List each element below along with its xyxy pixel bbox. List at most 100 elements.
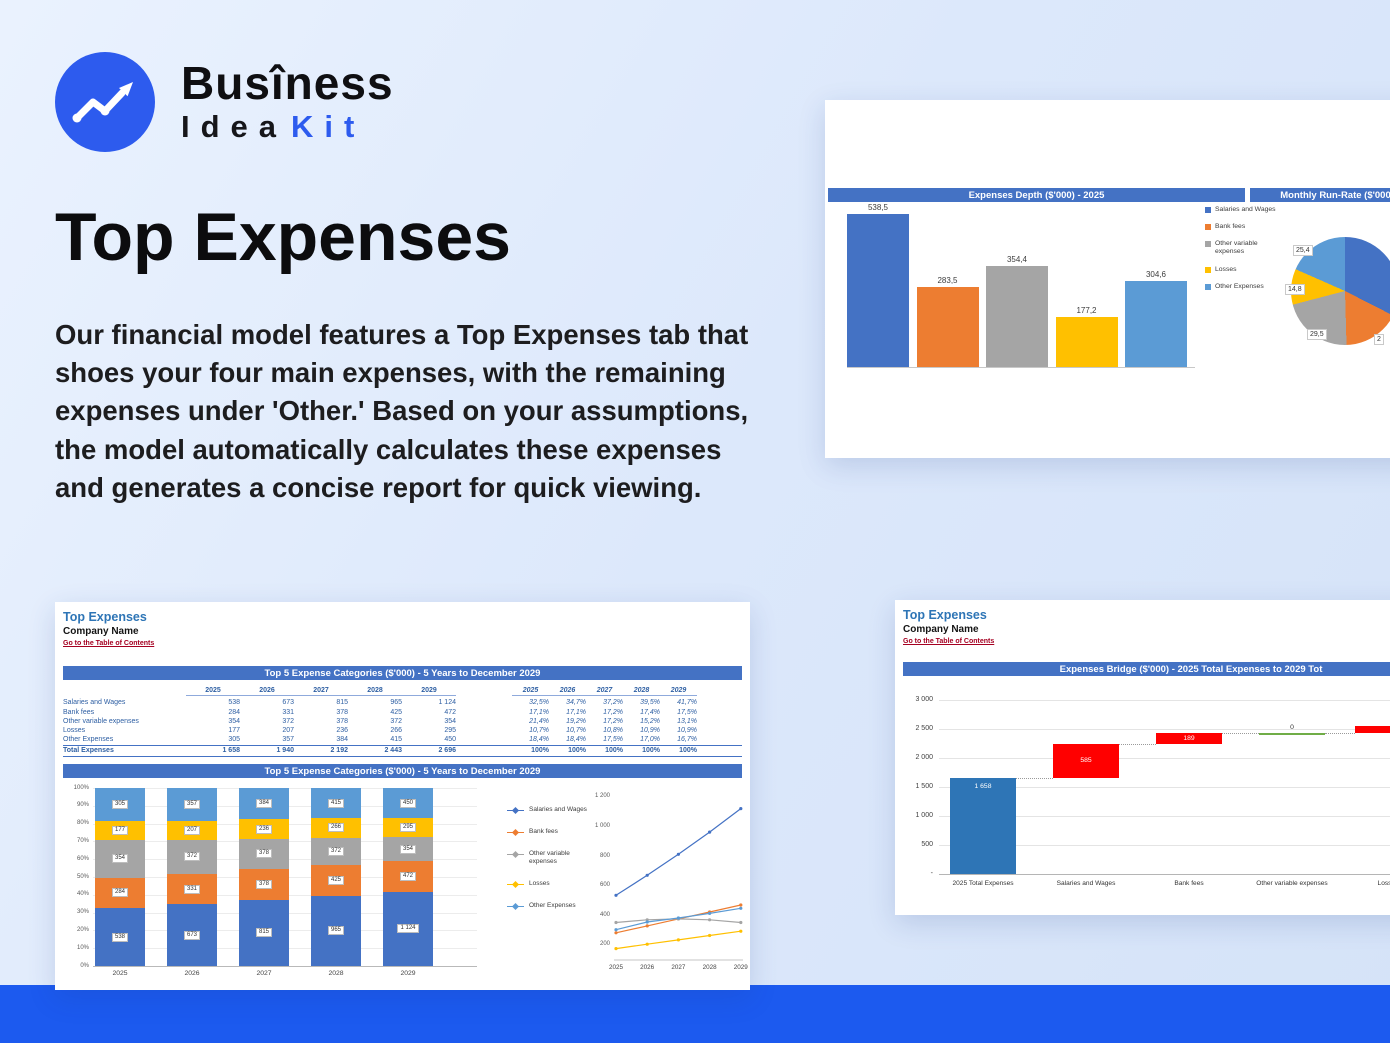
cell-percent: 32,5% bbox=[529, 699, 549, 707]
brand-idea: Idea bbox=[181, 109, 288, 145]
cell-percent: 16,7% bbox=[677, 736, 697, 744]
bar-value-label: 189 bbox=[1183, 734, 1195, 742]
legend-marker-icon bbox=[1205, 283, 1211, 290]
segment-value-label: 965 bbox=[327, 926, 344, 936]
legend-label: Other Expenses bbox=[529, 901, 576, 909]
bar-segment: 378 bbox=[239, 838, 289, 870]
legend-marker-icon bbox=[1205, 207, 1211, 213]
bar-segment: 354 bbox=[95, 839, 145, 878]
row-label: Salaries and Wages bbox=[63, 699, 126, 707]
cell-value: 815 bbox=[336, 699, 348, 707]
row-label: Other Expenses bbox=[63, 736, 114, 744]
table-year-header-row: 2025 2026 2027 2028 2029 2025 2026 2027 2028 2029 bbox=[63, 686, 742, 697]
table-row: Bank fees 284 331 378 425 472 17,1% 17,1% 17,2% 1… bbox=[63, 708, 742, 717]
cell-value: 2 443 bbox=[384, 746, 402, 754]
waterfall-bar bbox=[1355, 726, 1390, 733]
legend-item: Salaries and Wages bbox=[1205, 206, 1281, 214]
year-header: 2026 bbox=[240, 686, 294, 697]
legend-marker-icon bbox=[507, 850, 524, 859]
cell-percent: 100% bbox=[568, 746, 586, 754]
axis-tick-label: 200 bbox=[599, 941, 610, 948]
row-label: Bank fees bbox=[63, 708, 95, 716]
axis-tick-label: 100% bbox=[73, 784, 89, 791]
segment-value-label: 378 bbox=[255, 880, 272, 890]
cell-value: 305 bbox=[228, 736, 240, 744]
year-header: 2028 bbox=[623, 686, 660, 697]
cell-value: 284 bbox=[228, 708, 240, 716]
chart-header: Top 5 Expense Categories ($'000) - 5 Yea… bbox=[63, 764, 742, 778]
bar-segment: 384 bbox=[239, 788, 289, 820]
cell-percent: 17,5% bbox=[603, 736, 623, 744]
table-of-contents-link[interactable]: Go to the Table of Contents bbox=[903, 638, 995, 645]
legend-label: Other Expenses bbox=[1215, 282, 1264, 290]
cell-value: 450 bbox=[444, 736, 456, 744]
cell-value: 384 bbox=[336, 736, 348, 744]
segment-value-label: 472 bbox=[399, 871, 416, 881]
gridline bbox=[939, 787, 1390, 788]
gridline bbox=[939, 729, 1390, 730]
cell-value: 425 bbox=[390, 708, 402, 716]
company-name: Company Name bbox=[903, 624, 979, 635]
cell-value: 331 bbox=[282, 708, 294, 716]
bar-segment: 357 bbox=[167, 787, 217, 821]
bar-segment: 965 bbox=[311, 895, 361, 966]
cell-percent: 10,9% bbox=[640, 727, 660, 735]
axis-tick-label: 70% bbox=[76, 837, 89, 844]
axis-tick-label: 800 bbox=[599, 852, 610, 859]
stacked-bar: 1 124 472 354 295 450 bbox=[383, 788, 433, 966]
table-row: Other variable expenses 354 372 378 372 354 21… bbox=[63, 717, 742, 726]
segment-value-label: 177 bbox=[111, 825, 128, 835]
column-gap bbox=[456, 717, 512, 726]
year-header: 2026 bbox=[549, 686, 586, 697]
axis-tick-label: 90% bbox=[76, 802, 89, 809]
cell-percent: 10,8% bbox=[603, 727, 623, 735]
legend-marker bbox=[511, 806, 520, 815]
year-header: 2029 bbox=[402, 686, 456, 697]
column-gap bbox=[456, 735, 512, 744]
legend-item: Other variable expenses bbox=[507, 850, 589, 866]
axis-tick-label: 2026 bbox=[184, 970, 200, 977]
depth-bar-chart: 538,5 283,5 354,4 177,2 304,6 bbox=[847, 203, 1195, 368]
cell-value: 1 124 bbox=[438, 699, 456, 707]
bar-value-label: 585 bbox=[1080, 757, 1092, 765]
waterfall-bar: 1 658 bbox=[950, 777, 1016, 874]
axis-tick-label: - bbox=[930, 870, 933, 877]
axis-tick-label: 30% bbox=[76, 909, 89, 916]
cell-value: 1 940 bbox=[276, 746, 294, 754]
legend-label: Losses bbox=[1215, 265, 1237, 273]
brand-kit: Kit bbox=[291, 109, 366, 145]
segment-value-label: 236 bbox=[255, 824, 272, 834]
axis-tick-label: 3 000 bbox=[915, 696, 933, 703]
axis-tick-label: Other variable expenses bbox=[1256, 880, 1328, 887]
gridline bbox=[939, 700, 1390, 701]
legend-item: Other variable expenses bbox=[1205, 240, 1281, 256]
axis-tick-label: 1 000 bbox=[594, 823, 610, 829]
segment-value-label: 538 bbox=[111, 932, 128, 942]
bar-segment: 378 bbox=[239, 869, 289, 900]
gridline bbox=[939, 845, 1390, 846]
legend-item: Other Expenses bbox=[507, 902, 589, 910]
year-header: 2029 bbox=[660, 686, 697, 697]
table-of-contents-link[interactable]: Go to the Table of Contents bbox=[63, 640, 155, 647]
legend-label: Salaries and Wages bbox=[529, 806, 587, 813]
cell-value: 372 bbox=[390, 717, 402, 725]
axis-tick-label: 2026 bbox=[640, 964, 655, 971]
axis-tick-label: 2029 bbox=[733, 964, 748, 971]
cell-percent: 21,4% bbox=[529, 717, 549, 725]
connector-line bbox=[1222, 732, 1259, 734]
cell-percent: 39,5% bbox=[640, 699, 660, 707]
axis-tick-label: 2028 bbox=[328, 970, 344, 977]
column-gap bbox=[456, 686, 512, 696]
depth-bar: 283,5 bbox=[916, 276, 979, 367]
segment-value-label: 450 bbox=[399, 798, 416, 808]
cell-value: 354 bbox=[444, 717, 456, 725]
segment-value-label: 354 bbox=[399, 844, 416, 854]
bar-segment: 236 bbox=[239, 819, 289, 839]
page-description: Our financial model features a Top Expen… bbox=[55, 319, 749, 503]
depth-bar: 354,4 bbox=[986, 255, 1048, 367]
legend-marker-icon bbox=[1205, 241, 1211, 248]
year-header: 2027 bbox=[586, 686, 623, 697]
segment-value-label: 815 bbox=[255, 928, 272, 938]
waterfall-bar: 0 bbox=[1259, 724, 1325, 735]
sheet-title: Top Expenses bbox=[63, 610, 147, 624]
